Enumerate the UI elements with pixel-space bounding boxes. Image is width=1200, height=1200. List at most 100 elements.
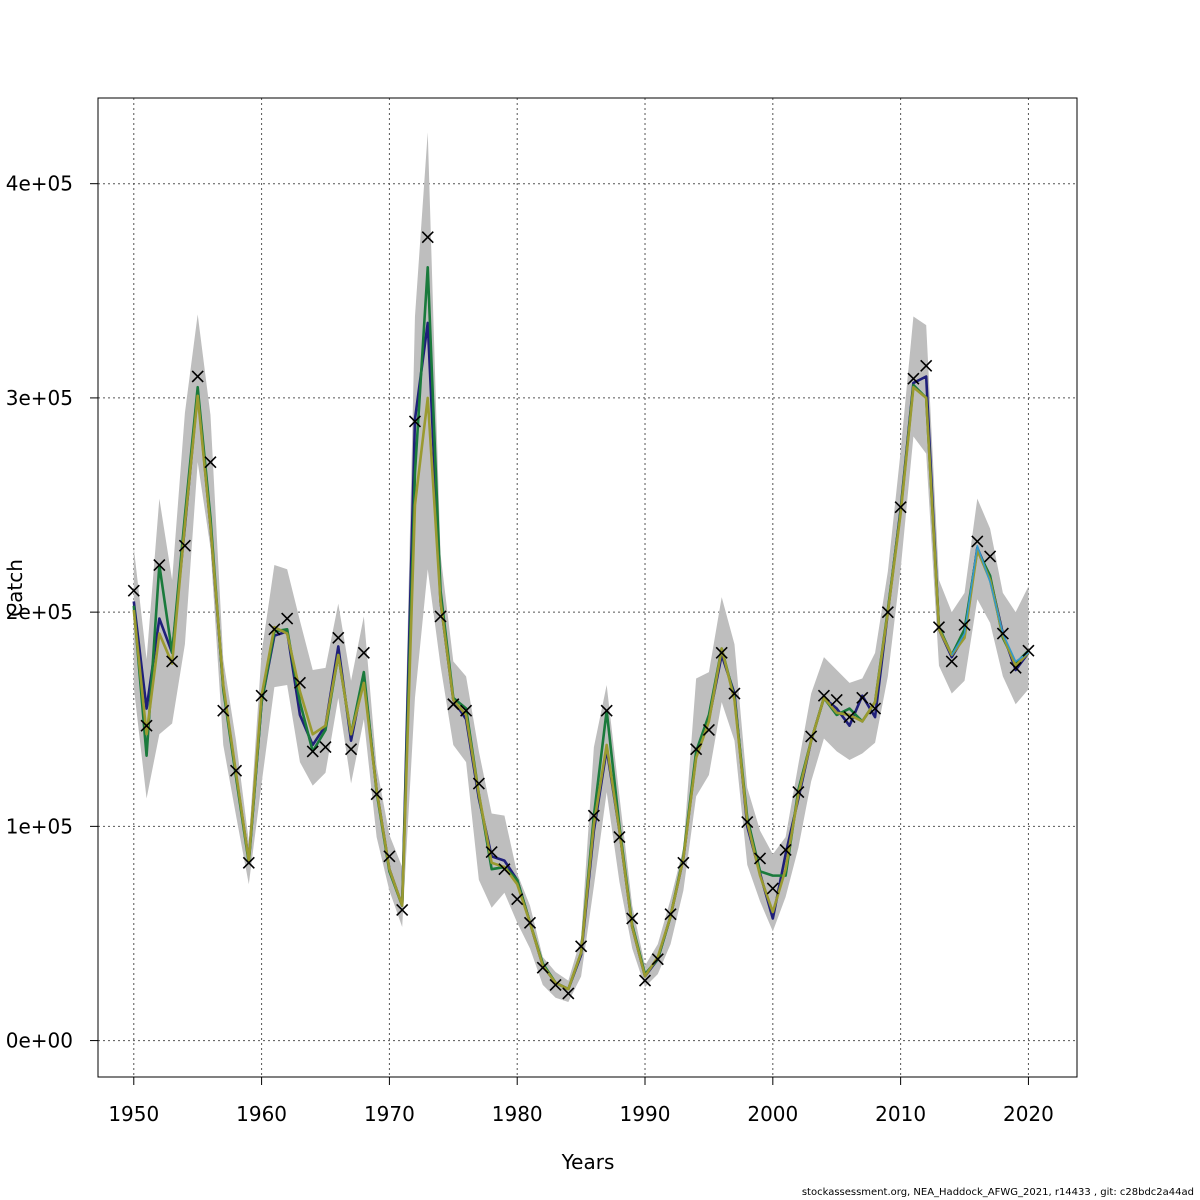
observed-point	[613, 831, 626, 844]
observed-point-stroke	[626, 912, 639, 925]
confidence-band	[133, 132, 1029, 1003]
observed-point	[447, 698, 460, 711]
x-tick-label: 1990	[620, 1102, 671, 1126]
observed-point-stroke	[932, 621, 946, 634]
observed-point	[715, 646, 728, 659]
observed-point	[958, 618, 971, 632]
observed-point	[460, 704, 473, 717]
observed-point-stroke	[575, 940, 588, 953]
observed-point-stroke	[255, 689, 268, 702]
observed-point	[907, 372, 920, 385]
observed-point	[638, 974, 652, 987]
observed-point-stroke	[894, 501, 907, 514]
observed-point	[127, 584, 140, 597]
observed-point	[792, 786, 805, 799]
observed-point	[996, 627, 1009, 640]
observed-point-stroke	[562, 987, 575, 1000]
observed-point-stroke	[805, 730, 818, 743]
observed-point-stroke	[600, 704, 613, 717]
x-axis-title: Years	[561, 1150, 615, 1174]
y-tick-label: 1e+05	[6, 814, 73, 838]
observed-point	[881, 606, 894, 619]
observed-point	[856, 691, 869, 704]
observed-point-stroke	[281, 612, 294, 625]
observed-point-stroke	[408, 415, 422, 428]
observed-point	[702, 723, 715, 737]
observed-point-stroke	[511, 893, 524, 906]
y-axis-title: Catch	[3, 559, 27, 617]
x-tick-label: 2000	[747, 1102, 798, 1126]
x-tick-label: 2020	[1003, 1102, 1054, 1126]
observed-point-stroke	[460, 704, 473, 717]
observed-point	[677, 856, 690, 869]
observed-point	[971, 535, 984, 548]
observed-point-stroke	[204, 456, 217, 469]
observed-point	[511, 893, 524, 906]
observed-point	[868, 702, 882, 715]
observed-point	[383, 850, 396, 863]
observed-point	[421, 231, 434, 244]
observed-point-stroke	[332, 631, 345, 644]
observed-point-stroke	[830, 693, 843, 707]
y-tick-label: 2e+05	[6, 600, 73, 624]
y-tick-label: 3e+05	[6, 386, 73, 410]
observed-point-stroke	[536, 961, 549, 974]
observed-point	[332, 631, 345, 644]
x-tick-label: 1960	[236, 1102, 287, 1126]
plot-frame	[97, 97, 1078, 1078]
observed-point	[408, 415, 422, 428]
observed-point-stroke	[817, 689, 831, 702]
observed-point	[945, 655, 958, 668]
observed-point	[779, 843, 792, 856]
observed-point-stroke	[587, 809, 600, 822]
observed-point-stroke	[690, 743, 703, 756]
observed-point	[281, 612, 294, 625]
observed-point	[728, 687, 741, 700]
observed-point-stroke	[472, 777, 485, 790]
observed-point-stroke	[651, 953, 664, 966]
series-line-4	[951, 544, 1029, 663]
observed-point-stroke	[1009, 661, 1022, 674]
observed-point-stroke	[229, 764, 243, 777]
observed-point	[178, 539, 191, 552]
observed-point	[485, 845, 498, 859]
observed-point	[600, 704, 613, 717]
observed-point-stroke	[383, 850, 396, 863]
observed-point	[932, 621, 946, 634]
footer-credit: stockassessment.org, NEA_Haddock_AFWG_20…	[801, 1187, 1194, 1198]
observed-point	[344, 743, 358, 756]
observed-point-stroke	[715, 646, 728, 659]
x-tick-label: 1980	[492, 1102, 543, 1126]
observed-point-stroke	[447, 698, 460, 711]
observed-point	[1009, 661, 1022, 674]
observed-point-stroke	[881, 606, 894, 619]
observed-point	[562, 987, 575, 1000]
observed-point	[984, 550, 997, 563]
observed-point-stroke	[140, 719, 153, 732]
observed-point-stroke	[319, 741, 332, 754]
observed-point	[920, 359, 933, 372]
observed-point	[549, 978, 562, 991]
observed-point-stroke	[127, 584, 140, 597]
observed-point-stroke	[868, 702, 882, 715]
observed-point	[370, 788, 383, 801]
observed-point-stroke	[498, 863, 511, 876]
observed-point-stroke	[357, 646, 370, 659]
observed-point-stroke	[971, 535, 984, 548]
observed-point-stroke	[766, 882, 779, 895]
observed-point-stroke	[741, 816, 754, 829]
observed-point	[805, 730, 818, 743]
observed-point	[153, 558, 166, 572]
observed-point	[651, 953, 664, 966]
observed-point	[140, 719, 153, 732]
observed-point	[498, 863, 511, 876]
observed-point	[166, 655, 179, 668]
observed-point-stroke	[958, 618, 971, 632]
observed-point	[664, 908, 677, 921]
observed-point-stroke	[779, 843, 792, 856]
series-line-3	[132, 385, 1030, 991]
observed-point-stroke	[268, 623, 281, 636]
observed-point-stroke	[843, 711, 856, 724]
observed-point	[217, 704, 230, 717]
